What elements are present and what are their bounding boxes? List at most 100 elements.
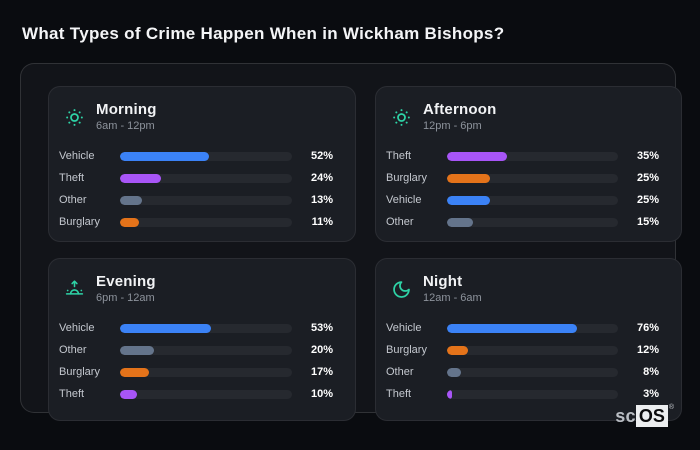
panel-title: Evening <box>96 273 156 290</box>
panel-title: Night <box>423 273 463 290</box>
panel-evening: Evening 6pm - 12am Vehicle 53% Other 20%… <box>48 258 356 421</box>
bar-track <box>447 323 618 333</box>
bar-value: 25% <box>636 194 659 206</box>
scos-watermark: sc OS ® <box>615 403 674 427</box>
panel-time-range: 6am - 12pm <box>96 120 155 132</box>
bar-chart: Theft 35% Burglary 25% Vehicle 25% Other… <box>386 145 659 233</box>
bar-track <box>120 345 292 355</box>
bar-label: Vehicle <box>59 150 95 162</box>
panel-time-range: 12am - 6am <box>423 292 482 304</box>
bar-fill <box>447 367 461 377</box>
bar-fill <box>120 389 138 399</box>
bar-label: Theft <box>386 150 412 162</box>
bar-label: Burglary <box>386 344 427 356</box>
bar-fill <box>447 173 490 183</box>
bar-chart: Vehicle 52% Theft 24% Other 13% Burglary… <box>59 145 333 233</box>
bar-track <box>447 195 618 205</box>
panel-title: Afternoon <box>423 101 497 118</box>
bar-track <box>447 389 618 399</box>
bar-track <box>447 173 618 183</box>
bar-row: Vehicle 25% <box>386 189 659 211</box>
bar-track <box>120 323 292 333</box>
panel-time-range: 6pm - 12am <box>96 292 155 304</box>
bar-row: Theft 10% <box>59 383 333 405</box>
bar-fill <box>120 173 162 183</box>
watermark-prefix: sc <box>615 405 636 426</box>
panel-header-text: Night 12am - 6am <box>423 273 482 305</box>
bar-label: Burglary <box>59 216 100 228</box>
bar-value: 12% <box>636 344 659 356</box>
bar-row: Vehicle 53% <box>59 317 333 339</box>
bar-value: 10% <box>310 388 333 400</box>
panel-header-text: Afternoon 12pm - 6pm <box>423 101 496 133</box>
bar-label: Other <box>59 344 87 356</box>
bar-fill <box>447 151 507 161</box>
bar-row: Burglary 12% <box>386 339 659 361</box>
panel-header-text: Evening 6pm - 12am <box>96 273 156 305</box>
bar-label: Vehicle <box>386 194 422 206</box>
bar-label: Burglary <box>386 172 427 184</box>
bar-track <box>447 367 618 377</box>
bar-track <box>120 389 292 399</box>
bar-fill <box>447 389 453 399</box>
bar-row: Theft 3% <box>386 383 659 405</box>
bar-row: Other 20% <box>59 339 333 361</box>
bar-track <box>447 217 618 227</box>
bar-fill <box>447 323 577 333</box>
bar-track <box>447 345 618 355</box>
bar-track <box>447 151 618 161</box>
page-title: What Types of Crime Happen When in Wickh… <box>22 24 505 43</box>
bar-label: Other <box>59 194 87 206</box>
bar-value: 15% <box>636 216 659 228</box>
bar-row: Other 8% <box>386 361 659 383</box>
bar-track <box>120 151 292 161</box>
bar-row: Vehicle 52% <box>59 145 333 167</box>
bar-label: Burglary <box>59 366 100 378</box>
registered-mark: ® <box>668 403 674 411</box>
bar-value: 53% <box>310 322 333 334</box>
bar-fill <box>120 345 155 355</box>
panel-title: Morning <box>96 101 157 118</box>
bar-value: 25% <box>636 172 659 184</box>
bar-row: Burglary 17% <box>59 361 333 383</box>
bar-label: Theft <box>386 388 412 400</box>
bar-row: Vehicle 76% <box>386 317 659 339</box>
bar-value: 24% <box>310 172 333 184</box>
bar-value: 8% <box>643 366 659 378</box>
bar-value: 52% <box>310 150 333 162</box>
panel-afternoon: Afternoon 12pm - 6pm Theft 35% Burglary … <box>375 86 682 242</box>
bar-fill <box>447 345 468 355</box>
panel-header: Morning 6am - 12pm <box>63 99 333 135</box>
watermark-brand: OS <box>635 405 668 427</box>
bar-row: Theft 24% <box>59 167 333 189</box>
bar-track <box>120 217 292 227</box>
bar-value: 20% <box>310 344 333 356</box>
bar-label: Other <box>386 366 414 378</box>
bar-value: 35% <box>636 150 659 162</box>
bar-track <box>120 195 292 205</box>
bar-fill <box>447 195 490 205</box>
bar-track <box>120 367 292 377</box>
bar-label: Vehicle <box>59 322 95 334</box>
panel-time-range: 12pm - 6pm <box>423 120 482 132</box>
moon-icon <box>390 278 412 300</box>
bar-chart: Vehicle 76% Burglary 12% Other 8% Theft … <box>386 317 659 405</box>
bar-label: Theft <box>59 172 85 184</box>
bar-value: 17% <box>310 366 333 378</box>
sun-dotted-icon <box>63 106 85 128</box>
bar-label: Other <box>386 216 414 228</box>
bar-row: Other 13% <box>59 189 333 211</box>
bar-fill <box>120 367 150 377</box>
bar-fill <box>447 217 473 227</box>
panel-header: Afternoon 12pm - 6pm <box>390 99 659 135</box>
sunrise-icon <box>63 278 85 300</box>
bar-label: Theft <box>59 388 85 400</box>
bar-value: 3% <box>643 388 659 400</box>
bar-track <box>120 173 292 183</box>
bar-fill <box>120 323 212 333</box>
panel-header: Night 12am - 6am <box>390 271 659 307</box>
bar-row: Burglary 11% <box>59 211 333 233</box>
panel-header-text: Morning 6am - 12pm <box>96 101 157 133</box>
panel-header: Evening 6pm - 12am <box>63 271 333 307</box>
